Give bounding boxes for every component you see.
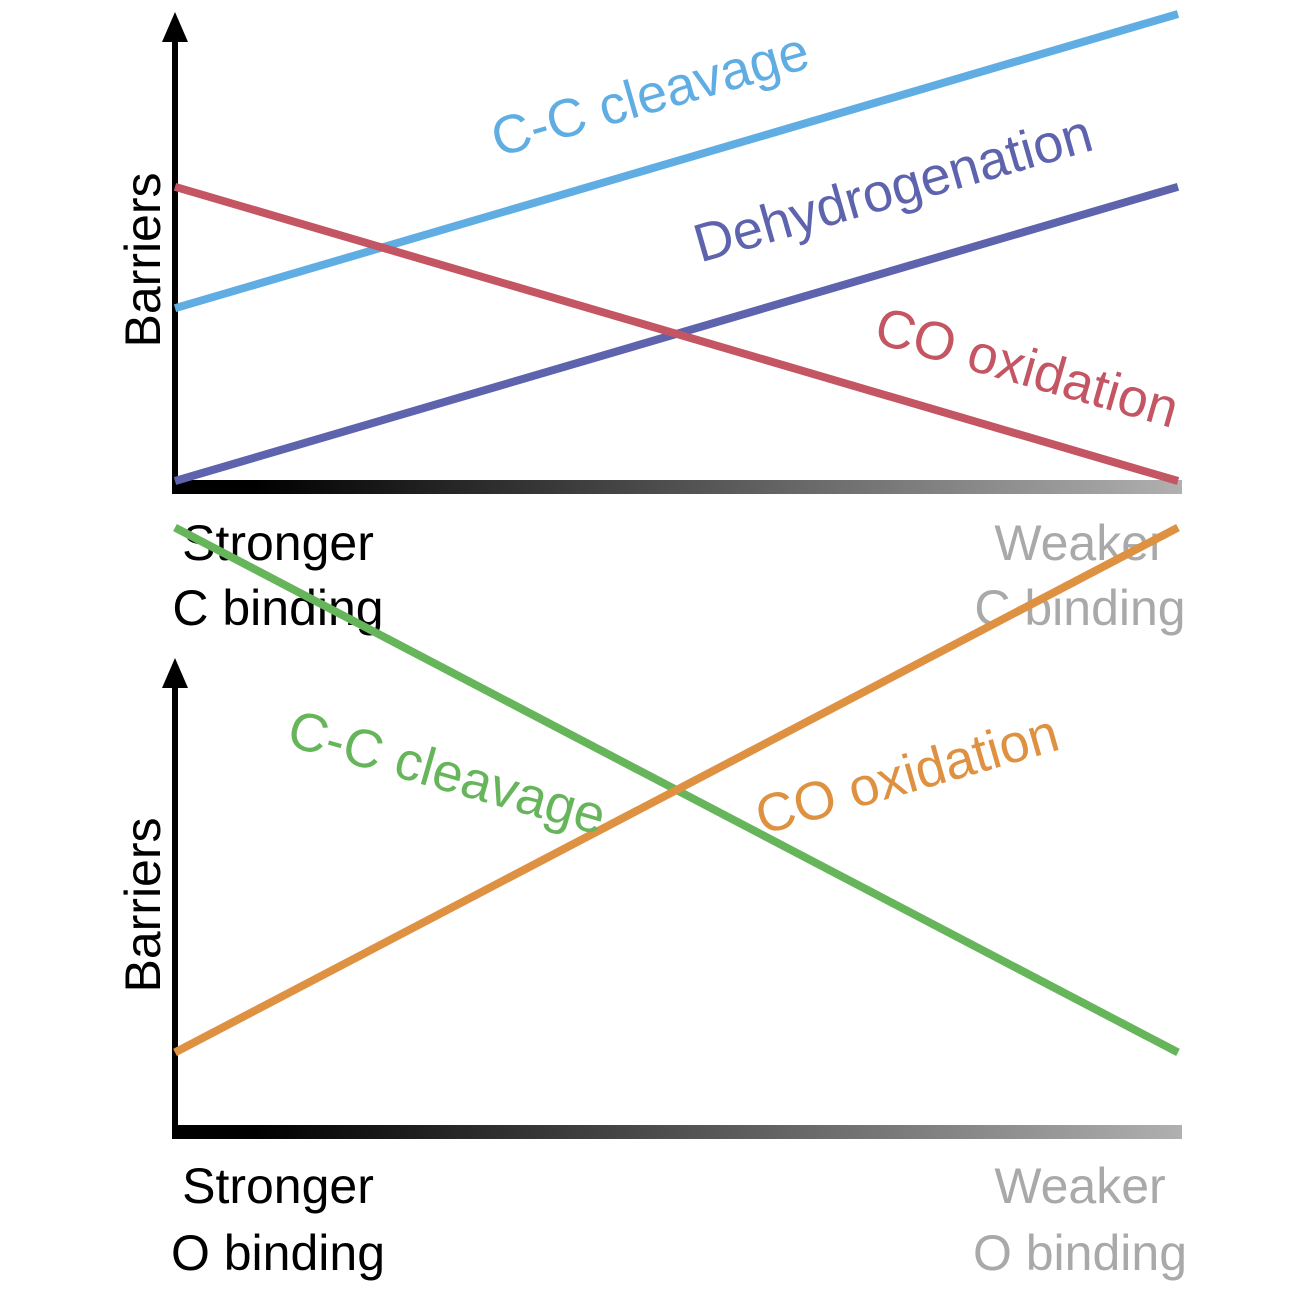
series-line-co-oxidation xyxy=(173,523,1180,1057)
series-label-co-oxidation: CO oxidation xyxy=(869,296,1186,440)
panel-c-binding: Barriers C-C cleavage Dehydrogenation CO… xyxy=(115,10,1186,636)
y-axis-arrow xyxy=(162,658,188,688)
x-right-label-line1: Weaker xyxy=(994,1158,1165,1214)
x-left-label-line2: O binding xyxy=(171,1225,385,1281)
series-label-dehydrogenation: Dehydrogenation xyxy=(687,103,1099,274)
panel-o-binding: Barriers C-C cleavage CO oxidation Stron… xyxy=(115,523,1187,1281)
y-axis-label: Barriers xyxy=(115,817,171,992)
series-line-co-oxidation xyxy=(173,182,1180,485)
y-axis-label: Barriers xyxy=(115,172,171,347)
y-axis-arrow xyxy=(162,12,188,42)
x-left-label-line2: C binding xyxy=(172,580,383,636)
x-axis-gradient-bar xyxy=(172,1125,1182,1139)
x-right-label-line2: O binding xyxy=(973,1225,1187,1281)
series-label-cc-cleavage: C-C cleavage xyxy=(485,21,816,169)
x-axis-gradient-bar xyxy=(172,480,1182,494)
series-label-cc-cleavage: C-C cleavage xyxy=(281,699,612,847)
x-left-label-line1: Stronger xyxy=(182,515,374,571)
series-line-cc-cleavage xyxy=(173,10,1180,313)
x-left-label-line1: Stronger xyxy=(182,1158,374,1214)
x-right-label-line1: Weaker xyxy=(994,515,1165,571)
x-right-label-line2: C binding xyxy=(974,580,1185,636)
